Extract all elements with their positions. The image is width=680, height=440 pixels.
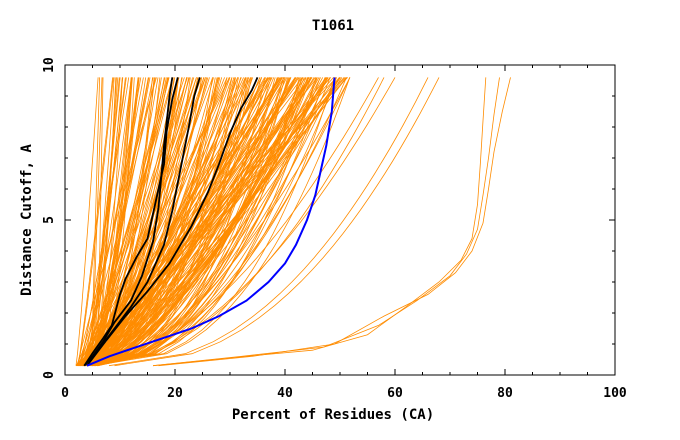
model-curve <box>96 77 252 367</box>
model-curve <box>91 77 337 367</box>
model-curve <box>88 77 123 366</box>
model-curve <box>96 77 235 367</box>
model-curve <box>87 77 214 367</box>
x-tick-label: 40 <box>277 386 293 401</box>
model-curve <box>75 77 332 366</box>
model-curve <box>96 77 133 366</box>
x-tick-label: 80 <box>497 386 513 401</box>
model-curve <box>76 77 197 366</box>
highlight-series-line <box>83 77 174 367</box>
model-curve <box>86 77 220 367</box>
model-curve <box>83 77 337 367</box>
outlier-curve <box>108 77 429 367</box>
model-curve <box>78 77 142 366</box>
y-tick-label: 0 <box>42 371 57 379</box>
chart-title: T1061 <box>312 18 354 34</box>
model-curve <box>92 77 289 367</box>
model-curve <box>91 77 100 366</box>
model-curve <box>93 77 348 367</box>
model-curve <box>96 77 193 367</box>
model-curve <box>92 77 317 367</box>
x-tick-label: 20 <box>167 386 183 401</box>
model-curve <box>93 77 318 367</box>
model-curve <box>91 77 313 367</box>
model-curve <box>82 77 273 367</box>
highlight-series-line <box>83 77 179 367</box>
x-axis-label: Percent of Residues (CA) <box>232 407 434 423</box>
outlier-curve <box>158 77 511 367</box>
model-curve <box>81 77 347 367</box>
y-axis-label: Distance Cutoff, A <box>19 144 35 296</box>
y-axis: 0 5 10 <box>42 57 615 379</box>
outlier-curve <box>92 77 385 367</box>
model-curve <box>80 77 185 366</box>
model-curve <box>91 77 121 366</box>
outlier-curve <box>152 77 500 367</box>
x-tick-label: 0 <box>61 386 69 401</box>
model-curve <box>77 77 114 366</box>
model-curve <box>86 77 278 367</box>
model-curve <box>80 77 159 366</box>
highlight-series-line <box>86 77 259 367</box>
model-curve <box>77 77 303 367</box>
highlight-curves <box>83 77 259 367</box>
model-curve <box>83 77 249 367</box>
model-curve <box>88 77 213 367</box>
model-curve <box>77 77 233 367</box>
model-curve <box>81 77 292 367</box>
model-curve <box>82 77 271 367</box>
model-curve <box>94 77 310 367</box>
y-tick-label: 5 <box>42 216 57 224</box>
best-series-line <box>86 77 336 367</box>
best-curve <box>86 77 336 367</box>
model-curve <box>75 77 99 366</box>
model-curve <box>96 77 132 366</box>
model-curve <box>82 77 132 366</box>
model-curve <box>90 77 182 367</box>
y-tick-label: 10 <box>42 57 57 73</box>
model-curve <box>80 77 236 367</box>
model-curve <box>93 77 326 367</box>
model-curve <box>88 77 318 367</box>
model-curve <box>77 77 113 366</box>
model-curve <box>77 77 169 366</box>
x-axis: 0 20 40 60 80 100 <box>61 65 627 401</box>
model-curve <box>86 77 310 367</box>
outlier-curve <box>152 77 487 367</box>
outlier-curve <box>86 77 379 367</box>
model-curve <box>94 77 351 367</box>
outlier-curve <box>114 77 440 367</box>
model-curves <box>75 77 511 367</box>
model-curve <box>97 77 117 366</box>
model-curve <box>84 77 313 366</box>
x-tick-label: 60 <box>387 386 403 401</box>
model-curve <box>95 77 266 367</box>
model-curve <box>90 77 303 367</box>
outlier-curve <box>97 77 396 367</box>
x-tick-label: 100 <box>603 386 627 401</box>
model-curve <box>96 77 312 366</box>
model-curve <box>90 77 351 367</box>
model-curve <box>96 77 151 366</box>
